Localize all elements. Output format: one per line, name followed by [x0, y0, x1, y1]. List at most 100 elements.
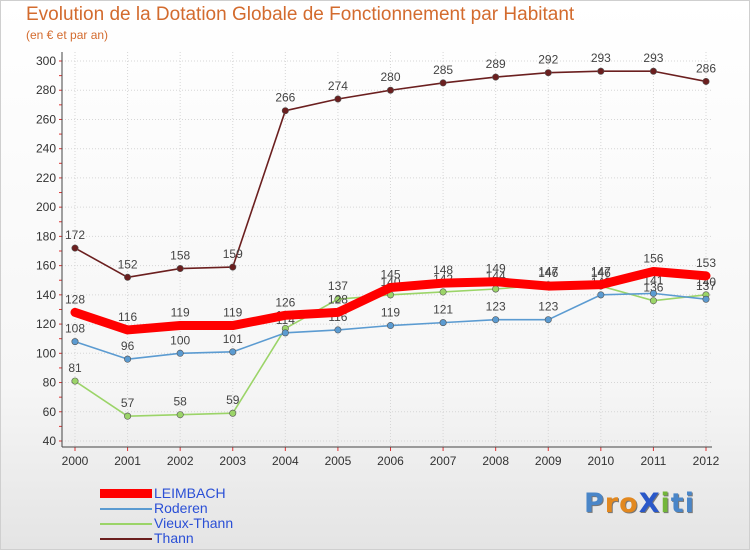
y-tick-label: 200	[36, 200, 56, 214]
legend-item-roderen: Roderen	[100, 501, 300, 516]
data-label-roderen: 123	[486, 300, 506, 314]
data-label-thann: 159	[223, 247, 243, 261]
data-label-leimbach: 128	[328, 292, 348, 306]
data-point-roderen	[492, 316, 500, 324]
chart-subtitle: (en € et par an)	[26, 28, 109, 42]
data-label-vieux-thann: 59	[226, 393, 240, 407]
data-point-roderen	[649, 289, 657, 297]
data-label-thann: 285	[433, 63, 453, 77]
y-tick-label: 300	[36, 54, 56, 68]
x-tick-label: 2007	[430, 454, 457, 468]
logo-letter: X	[638, 488, 661, 519]
data-point-thann	[281, 107, 289, 115]
data-point-vieux-thann	[229, 409, 237, 417]
data-label-thann: 293	[643, 51, 663, 65]
x-tick-label: 2004	[272, 454, 299, 468]
x-tick-label: 2001	[114, 454, 141, 468]
series-line-leimbach	[70, 266, 711, 335]
data-label-thann: 293	[591, 51, 611, 65]
data-point-roderen	[597, 291, 605, 299]
data-label-leimbach: 145	[380, 268, 400, 282]
data-label-thann: 286	[696, 61, 716, 75]
y-tick-label: 120	[36, 317, 56, 331]
data-label-leimbach: 149	[486, 262, 506, 276]
logo-letter: r	[604, 488, 620, 519]
data-label-thann: 172	[65, 228, 85, 242]
data-point-vieux-thann	[492, 285, 500, 293]
chart-legend: LEIMBACH Roderen Vieux-Thann Thann	[100, 486, 300, 546]
logo-letter: i	[660, 488, 671, 519]
data-label-vieux-thann: 147	[538, 265, 558, 279]
data-label-vieux-thann: 58	[173, 395, 187, 409]
legend-label-vieux-thann: Vieux-Thann	[154, 515, 234, 531]
x-tick-label: 2012	[693, 454, 720, 468]
data-point-vieux-thann	[71, 377, 79, 385]
data-label-vieux-thann: 137	[328, 279, 348, 293]
y-tick-label: 240	[36, 142, 56, 156]
data-label-leimbach: 128	[65, 292, 85, 306]
legend-swatch-leimbach	[100, 489, 152, 498]
data-point-vieux-thann	[176, 411, 184, 419]
data-label-roderen: 121	[433, 303, 453, 317]
data-label-leimbach: 148	[433, 263, 453, 277]
data-point-vieux-thann	[439, 288, 447, 296]
data-label-vieux-thann: 81	[68, 361, 82, 375]
data-point-thann	[229, 263, 237, 271]
data-label-vieux-thann: 57	[121, 396, 135, 410]
data-point-thann	[597, 67, 605, 75]
data-point-thann	[71, 244, 79, 252]
legend-item-thann: Thann	[100, 531, 300, 546]
legend-item-vieux-thann: Vieux-Thann	[100, 516, 300, 531]
y-tick-label: 80	[43, 376, 57, 390]
data-label-roderen: 137	[696, 279, 716, 293]
x-tick-label: 2010	[587, 454, 614, 468]
x-tick-label: 2005	[325, 454, 352, 468]
data-label-leimbach: 146	[538, 266, 558, 280]
data-point-thann	[176, 265, 184, 273]
x-tick-label: 2002	[167, 454, 194, 468]
data-point-thann	[649, 67, 657, 75]
data-label-vieux-thann: 146	[591, 266, 611, 280]
data-point-thann	[386, 86, 394, 94]
proxiti-logo: ProXiti	[584, 488, 695, 519]
legend-swatch-thann	[100, 537, 152, 540]
data-point-vieux-thann	[649, 297, 657, 305]
data-point-thann	[702, 77, 710, 85]
legend-item-leimbach: LEIMBACH	[100, 486, 300, 501]
data-label-leimbach: 156	[643, 251, 663, 265]
data-point-thann	[334, 95, 342, 103]
y-tick-label: 220	[36, 171, 56, 185]
logo-letter: P	[584, 488, 605, 519]
y-tick-label: 40	[43, 434, 57, 448]
y-tick-label: 260	[36, 112, 56, 126]
data-label-leimbach: 119	[171, 306, 190, 320]
data-point-roderen	[281, 329, 289, 337]
series-line-thann	[74, 70, 707, 279]
data-point-vieux-thann	[124, 412, 132, 420]
data-label-leimbach: 116	[118, 310, 137, 324]
data-label-leimbach: 119	[223, 306, 242, 320]
data-label-roderen: 108	[65, 322, 85, 336]
data-label-roderen: 100	[170, 333, 190, 347]
data-label-thann: 289	[486, 57, 506, 71]
data-point-thann	[124, 273, 132, 281]
data-point-roderen	[439, 319, 447, 327]
legend-swatch-vieux-thann	[100, 522, 152, 525]
data-point-roderen	[544, 316, 552, 324]
y-tick-label: 140	[36, 288, 56, 302]
data-label-vieux-thann: 136	[643, 281, 663, 295]
data-label-thann: 292	[538, 53, 558, 67]
data-point-thann	[492, 73, 500, 81]
data-label-leimbach: 147	[591, 265, 611, 279]
data-label-leimbach: 126	[275, 295, 295, 309]
data-label-roderen: 123	[538, 300, 558, 314]
y-tick-label: 60	[43, 405, 57, 419]
data-point-roderen	[124, 355, 132, 363]
data-label-thann: 152	[118, 257, 138, 271]
logo-letter: i	[684, 488, 695, 519]
data-point-roderen	[176, 349, 184, 357]
y-tick-label: 280	[36, 83, 56, 97]
y-tick-label: 100	[36, 346, 56, 360]
data-label-thann: 280	[380, 70, 400, 84]
